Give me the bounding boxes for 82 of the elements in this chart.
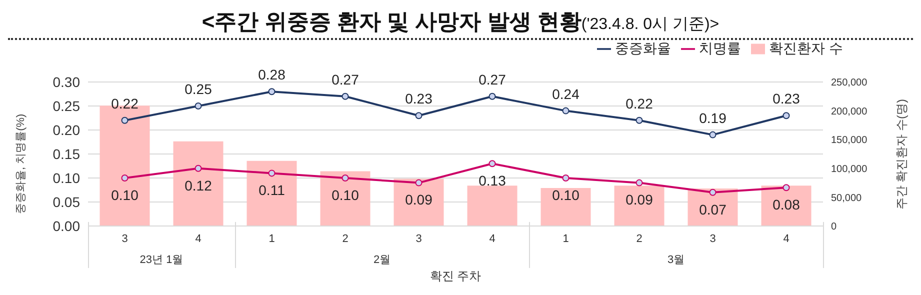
x-tick-label: 1	[268, 232, 275, 245]
data-label: 0.07	[699, 201, 727, 218]
y-tick-label: 0.10	[52, 170, 80, 186]
y2-tick-label: 100,000	[831, 164, 868, 175]
point	[636, 116, 643, 124]
y2-tick-label: 150,000	[831, 135, 868, 146]
x-axis-title: 확진 주차	[430, 269, 482, 283]
data-label: 0.10	[552, 186, 580, 203]
point	[488, 160, 496, 168]
point	[562, 174, 570, 182]
x-tick-label: 2	[636, 232, 642, 245]
chart-subtitle: ('23.4.8. 0시 기준)>	[581, 16, 720, 33]
y-axis-title: 중증화율, 치명률(%)	[14, 114, 27, 214]
data-label: 0.27	[478, 71, 506, 88]
data-label: 0.10	[332, 186, 360, 203]
y-tick-label: 0.05	[52, 194, 80, 210]
data-label: 0.12	[184, 177, 212, 194]
data-label: 0.13	[478, 172, 506, 189]
y-tick-label: 0.15	[52, 146, 80, 162]
point	[636, 179, 643, 186]
y-tick-label: 0.25	[52, 98, 80, 114]
x-tick-label: 1	[562, 232, 569, 245]
data-label: 0.19	[699, 110, 727, 126]
point	[709, 131, 716, 138]
data-label: 0.28	[258, 66, 286, 83]
bar	[173, 141, 224, 226]
data-label: 0.08	[772, 196, 800, 213]
point	[782, 184, 790, 192]
point	[342, 92, 349, 100]
chart-title: <주간 위중증 환자 및 사망자 발생 현황	[202, 9, 582, 34]
y-tick-label: 0.20	[52, 122, 80, 138]
text: 3월	[667, 254, 685, 266]
x-tick-label: 3	[710, 232, 716, 245]
data-label: 0.10	[111, 186, 139, 203]
x-tick-label: 2	[342, 232, 348, 245]
x-tick-label: 3	[416, 232, 422, 245]
point	[709, 188, 716, 196]
y2-tick-label: 50,000	[831, 192, 862, 204]
data-label: 0.09	[405, 192, 433, 208]
data-label: 0.25	[184, 81, 212, 97]
data-label: 0.27	[332, 71, 360, 88]
bar	[540, 188, 591, 226]
data-label: 0.22	[111, 95, 139, 112]
data-label: 0.24	[552, 86, 580, 102]
point	[121, 174, 128, 182]
x-tick-label: 3	[122, 232, 128, 245]
point	[782, 112, 790, 120]
x-tick-label: 4	[489, 232, 496, 245]
point	[342, 174, 349, 182]
point	[194, 164, 202, 172]
y2-tick-label: 200,000	[831, 106, 868, 118]
bar	[467, 186, 518, 226]
point	[268, 170, 276, 177]
text: 2월	[373, 254, 391, 266]
y2-axis-title: 주간 확진환자 수(명)	[894, 99, 908, 210]
point	[415, 179, 422, 186]
point	[268, 88, 276, 96]
data-label: 0.11	[258, 182, 286, 198]
point	[121, 116, 128, 124]
legend-label: 치명률	[699, 40, 742, 56]
y2-tick-label: 250,000	[831, 78, 868, 89]
legend-label: 확진환자 수	[769, 40, 843, 56]
bar	[688, 188, 738, 226]
point	[488, 92, 496, 100]
data-label: 0.22	[626, 95, 654, 112]
bar	[246, 160, 297, 226]
bar	[320, 171, 370, 226]
point	[194, 102, 202, 110]
legend-label: 중증화율	[615, 40, 672, 56]
x-tick-label: 4	[195, 232, 202, 245]
point	[562, 107, 570, 114]
text: 23년 1월	[140, 254, 184, 266]
y2-tick-label: 0	[831, 222, 837, 233]
bar	[394, 178, 444, 226]
data-label: 0.23	[405, 90, 433, 107]
x-tick-label: 4	[783, 232, 790, 245]
point	[415, 112, 422, 120]
y-tick-label: 0.30	[52, 74, 80, 90]
bar	[614, 186, 664, 226]
y-tick-label: 0.00	[52, 218, 80, 234]
data-label: 0.23	[772, 90, 800, 107]
data-label: 0.09	[626, 192, 654, 208]
